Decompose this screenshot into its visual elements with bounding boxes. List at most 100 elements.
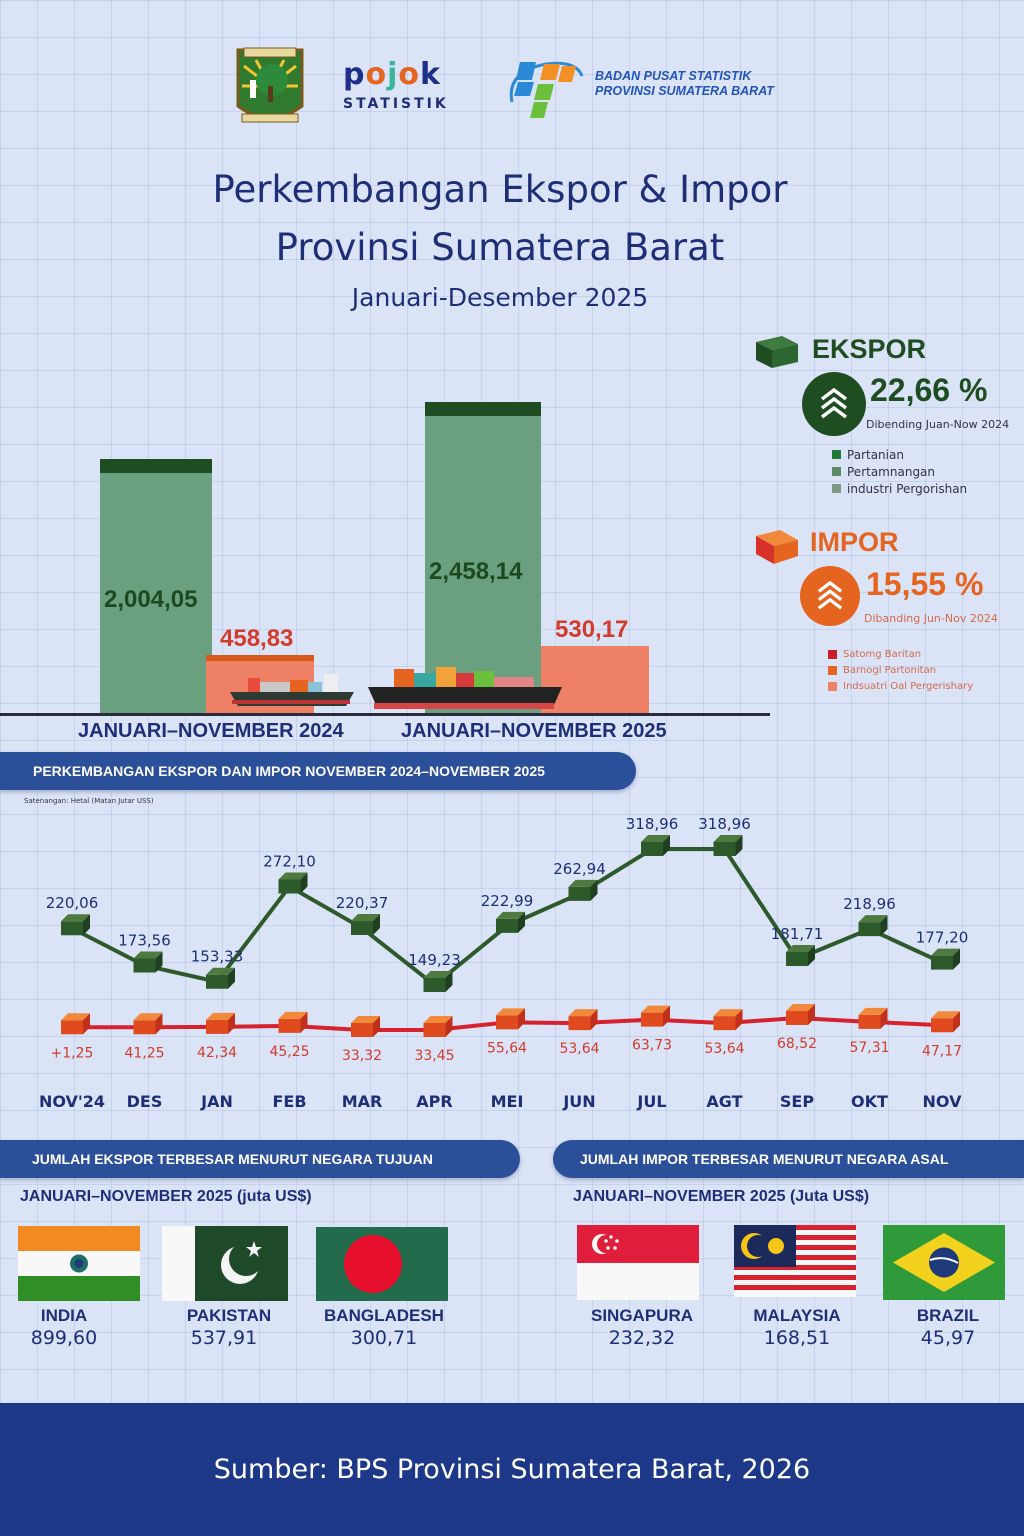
country-value: 300,71 bbox=[350, 1327, 418, 1349]
legend-label: Satomg Baritan bbox=[843, 648, 922, 660]
x-axis-month-label: MAR bbox=[342, 1092, 383, 1111]
ekspor-point-marker bbox=[858, 915, 888, 937]
legend-swatch bbox=[832, 467, 841, 476]
impor-data-label: 45,25 bbox=[269, 1044, 309, 1060]
ekspor-data-label: 177,20 bbox=[916, 929, 969, 947]
ekspor-country-banner: JUMLAH EKSPOR TERBESAR MENURUT NEGARA TU… bbox=[0, 1140, 520, 1178]
impor-point-marker bbox=[278, 1011, 308, 1033]
ekspor-container-icon bbox=[754, 334, 800, 374]
ekspor-point-marker bbox=[641, 835, 670, 856]
legend-swatch bbox=[828, 681, 837, 691]
impor-point-marker bbox=[786, 1004, 815, 1025]
impor-data-label: 68,52 bbox=[777, 1036, 817, 1052]
legend-item: Barnogl Partonitan bbox=[828, 662, 973, 678]
pojok-statistik-logo: pojok STATISTIK bbox=[343, 60, 468, 113]
ekspor-point-marker bbox=[206, 967, 235, 989]
legend-label: Pertamnangan bbox=[847, 464, 936, 479]
impor-bar bbox=[541, 645, 649, 713]
ekspor-bar-label: 2,458,14 bbox=[429, 557, 523, 585]
ekspor-point-marker bbox=[61, 914, 90, 936]
impor-point-marker bbox=[568, 1009, 598, 1031]
page-subtitle-period: Januari-Desember 2025 bbox=[351, 283, 649, 312]
impor-title: IMPOR bbox=[810, 527, 899, 557]
bps-logo-icon bbox=[506, 52, 586, 124]
bps-line2: PROVINSI SUMATERA BARAT bbox=[595, 84, 774, 98]
ekspor-point-marker bbox=[351, 913, 380, 935]
impor-point-marker bbox=[133, 1013, 163, 1035]
legend-label: Indsuatri Oal Pergerishary bbox=[843, 680, 974, 692]
trend-section-banner: PERKEMBANGAN EKSPOR DAN IMPOR NOVEMBER 2… bbox=[0, 752, 636, 790]
ekspor-bar bbox=[425, 402, 541, 713]
impor-point-marker bbox=[858, 1007, 888, 1029]
ekspor-bar-label: 2,004,05 bbox=[104, 586, 198, 614]
legend-item: industri Pergorishan bbox=[832, 480, 967, 497]
ekspor-legend: Partanian Pertamnangan industri Pergoris… bbox=[832, 446, 967, 497]
ekspor-data-label: 262,94 bbox=[553, 860, 606, 878]
ekspor-data-label: 149,23 bbox=[408, 951, 461, 969]
impor-bar-cap bbox=[206, 654, 314, 661]
impor-data-label: 57,31 bbox=[849, 1040, 889, 1056]
ekspor-point-marker bbox=[786, 944, 815, 966]
ekspor-point-marker bbox=[423, 971, 453, 992]
ekspor-point-marker bbox=[713, 835, 743, 856]
impor-country-period: JANUARI–NOVEMBER 2025 (Juta US$) bbox=[573, 1188, 870, 1205]
country-value: 45,97 bbox=[920, 1327, 976, 1349]
impor-data-label: 53,64 bbox=[704, 1041, 744, 1057]
impor-data-label: 42,34 bbox=[197, 1045, 237, 1061]
ekspor-data-label: 272,10 bbox=[263, 853, 316, 871]
country-name: BANGLADESH bbox=[324, 1306, 444, 1325]
ekspor-data-label: 220,06 bbox=[46, 894, 99, 912]
impor-point-marker bbox=[496, 1008, 525, 1030]
impor-data-label: 33,32 bbox=[342, 1048, 382, 1064]
ekspor-data-label: 173,56 bbox=[118, 932, 171, 950]
ekspor-bar-cap bbox=[425, 402, 541, 417]
legend-item: Indsuatri Oal Pergerishary bbox=[828, 678, 973, 694]
bar-category-label: JANUARI–NOVEMBER 2025 bbox=[401, 720, 667, 742]
country-value: 232,32 bbox=[608, 1327, 676, 1349]
legend-swatch bbox=[828, 665, 837, 675]
ekspor-point-marker bbox=[133, 951, 163, 973]
ekspor-data-label: 222,99 bbox=[481, 892, 534, 910]
x-axis-month-label: MEI bbox=[491, 1092, 524, 1111]
country-name: PAKISTAN bbox=[186, 1306, 272, 1325]
impor-growth-circle bbox=[800, 566, 860, 626]
legend-label: Barnogl Partonitan bbox=[843, 664, 937, 676]
bangladesh-flag-icon bbox=[316, 1227, 448, 1302]
country-name: BRAZIL bbox=[916, 1306, 980, 1325]
ekspor-data-label: 218,96 bbox=[843, 895, 896, 913]
impor-legend: Satomg Baritan Barnogl Partonitan Indsua… bbox=[828, 646, 973, 694]
impor-data-label: 33,45 bbox=[414, 1048, 454, 1064]
ekspor-point-marker bbox=[278, 872, 308, 894]
country-name: INDIA bbox=[40, 1306, 88, 1325]
ekspor-data-label: 220,37 bbox=[336, 894, 389, 912]
x-axis-month-label: NOV bbox=[923, 1092, 963, 1111]
x-axis-month-label: JAN bbox=[200, 1092, 233, 1111]
ekspor-data-label: 181,71 bbox=[771, 925, 824, 943]
malaysia-flag-icon bbox=[734, 1225, 856, 1300]
country-value: 537,91 bbox=[190, 1327, 258, 1349]
page-title-line2: Provinsi Sumatera Barat bbox=[275, 226, 725, 269]
impor-data-label: +1,25 bbox=[51, 1045, 94, 1061]
impor-data-label: 63,73 bbox=[632, 1038, 672, 1054]
india-flag-icon bbox=[18, 1226, 140, 1301]
ekspor-point-marker bbox=[568, 879, 598, 901]
chevrons-up-icon bbox=[820, 387, 848, 419]
ekspor-bar bbox=[100, 459, 212, 713]
legend-label: Partanian bbox=[847, 447, 904, 462]
trend-unit-note: Satenangan: Hetal (Matan Jutar USS) bbox=[24, 797, 154, 805]
x-axis-month-label: DES bbox=[127, 1092, 163, 1111]
chart-baseline bbox=[0, 713, 770, 716]
ekspor-data-label: 153,33 bbox=[191, 948, 244, 966]
pakistan-flag-icon bbox=[162, 1226, 288, 1301]
legend-swatch bbox=[832, 484, 841, 493]
impor-point-marker bbox=[641, 1005, 670, 1027]
footer-source: Sumber: BPS Provinsi Sumatera Barat, 202… bbox=[213, 1454, 811, 1485]
ekspor-data-label: 318,96 bbox=[626, 815, 679, 833]
bps-text: BADAN PUSAT STATISTIK PROVINSI SUMATERA … bbox=[595, 69, 774, 99]
country-value: 899,60 bbox=[30, 1327, 98, 1349]
legend-swatch bbox=[828, 649, 837, 659]
country-name: SINGAPURA bbox=[590, 1306, 693, 1325]
impor-point-marker bbox=[713, 1009, 743, 1031]
ekspor-data-label: 318,96 bbox=[698, 815, 751, 833]
impor-point-marker bbox=[61, 1013, 90, 1035]
